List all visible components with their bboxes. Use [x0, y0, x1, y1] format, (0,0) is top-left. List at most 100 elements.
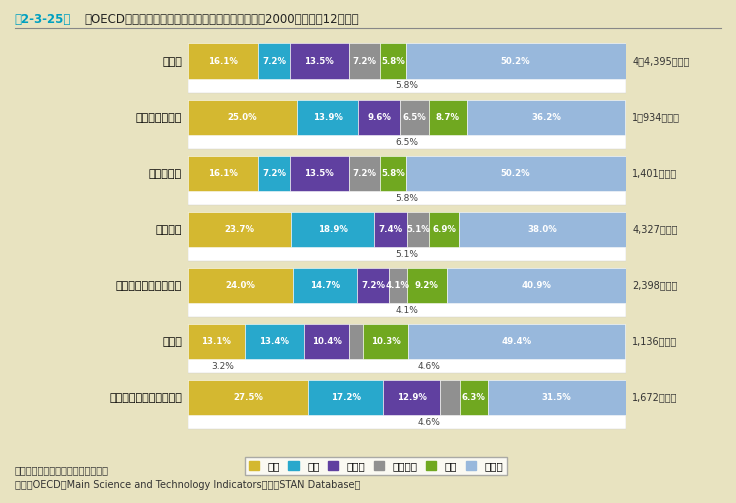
Text: 18.9%: 18.9%: [318, 225, 348, 234]
Bar: [188, 359, 626, 373]
Bar: [460, 380, 488, 415]
Text: 14.7%: 14.7%: [310, 281, 340, 290]
Bar: [188, 43, 258, 79]
Text: 4.1%: 4.1%: [395, 306, 418, 315]
Bar: [290, 155, 349, 191]
Text: 4.6%: 4.6%: [417, 362, 440, 371]
Bar: [428, 100, 467, 135]
Text: 3.2%: 3.2%: [211, 362, 234, 371]
Bar: [188, 135, 626, 149]
Text: 4.1%: 4.1%: [386, 281, 410, 290]
Bar: [488, 380, 626, 415]
Bar: [297, 100, 358, 135]
Text: OECD諸国におけるハイテク産業別輸出額占有率（2000年（平成12年））: OECD諸国におけるハイテク産業別輸出額占有率（2000年（平成12年））: [85, 13, 359, 26]
Bar: [188, 247, 626, 261]
Bar: [406, 43, 626, 79]
Text: 13.9%: 13.9%: [313, 113, 342, 122]
Text: 4,327億ドル: 4,327億ドル: [632, 224, 678, 234]
Bar: [364, 324, 408, 359]
Text: 6.5%: 6.5%: [403, 113, 426, 122]
Bar: [406, 155, 626, 191]
Text: 7.2%: 7.2%: [353, 57, 377, 66]
Text: 38.0%: 38.0%: [528, 225, 557, 234]
Text: 注）輸出額はドル換算されている。: 注）輸出額はドル換算されている。: [15, 465, 109, 475]
Bar: [408, 324, 625, 359]
Text: 7.2%: 7.2%: [361, 281, 385, 290]
Bar: [293, 268, 357, 303]
Text: 6.3%: 6.3%: [462, 393, 486, 402]
Text: 5.8%: 5.8%: [395, 194, 418, 203]
Bar: [188, 191, 626, 205]
Text: 8.7%: 8.7%: [436, 113, 459, 122]
Text: 9.6%: 9.6%: [367, 113, 391, 122]
Bar: [467, 100, 625, 135]
Bar: [358, 100, 400, 135]
Text: 5.8%: 5.8%: [381, 57, 405, 66]
Bar: [381, 43, 406, 79]
Text: 31.5%: 31.5%: [542, 393, 571, 402]
Text: 13.5%: 13.5%: [305, 169, 334, 178]
Text: 1,401億ドル: 1,401億ドル: [632, 169, 677, 178]
Bar: [188, 79, 626, 93]
Text: 16.1%: 16.1%: [208, 57, 238, 66]
Bar: [374, 212, 406, 247]
Text: 12.9%: 12.9%: [397, 393, 427, 402]
Bar: [447, 268, 626, 303]
Text: 9.2%: 9.2%: [415, 281, 439, 290]
Text: 13.1%: 13.1%: [202, 337, 231, 346]
Bar: [406, 212, 429, 247]
Text: 23.7%: 23.7%: [224, 225, 255, 234]
Text: 第2-3-25図: 第2-3-25図: [15, 13, 71, 26]
Legend: 米国, 日本, ドイツ, フランス, 英国, その他: 米国, 日本, ドイツ, フランス, 英国, その他: [245, 457, 507, 475]
Text: 10.4%: 10.4%: [311, 337, 342, 346]
Bar: [349, 43, 381, 79]
Bar: [381, 155, 406, 191]
Bar: [459, 212, 626, 247]
Bar: [188, 268, 293, 303]
Text: 49.4%: 49.4%: [501, 337, 531, 346]
Text: 2,398億ドル: 2,398億ドル: [632, 280, 678, 290]
Text: 36.2%: 36.2%: [531, 113, 561, 122]
Bar: [349, 155, 381, 191]
Bar: [308, 380, 383, 415]
Bar: [188, 155, 258, 191]
Text: 資料：OECD「Main Science and Technology Indicators」、「STAN Database」: 資料：OECD「Main Science and Technology Indi…: [15, 480, 360, 490]
Text: 50.2%: 50.2%: [501, 57, 531, 66]
Text: 1,136億ドル: 1,136億ドル: [632, 337, 677, 347]
Text: 27.5%: 27.5%: [233, 393, 263, 402]
Text: 4.6%: 4.6%: [417, 418, 440, 427]
Bar: [188, 324, 245, 359]
Text: 7.2%: 7.2%: [262, 57, 286, 66]
Bar: [188, 100, 297, 135]
Text: 6.5%: 6.5%: [395, 137, 418, 146]
Text: 7.2%: 7.2%: [353, 169, 377, 178]
Text: 25.0%: 25.0%: [227, 113, 258, 122]
Bar: [188, 380, 308, 415]
Text: 24.0%: 24.0%: [225, 281, 255, 290]
Text: 50.2%: 50.2%: [501, 169, 531, 178]
Bar: [188, 303, 626, 317]
Bar: [383, 380, 440, 415]
Bar: [258, 43, 290, 79]
Bar: [389, 268, 406, 303]
Text: 13.5%: 13.5%: [305, 57, 334, 66]
Bar: [440, 380, 460, 415]
Text: 10.3%: 10.3%: [371, 337, 400, 346]
Text: 7.2%: 7.2%: [262, 169, 286, 178]
Text: 4兆4,395億ドル: 4兆4,395億ドル: [632, 56, 690, 66]
Bar: [291, 212, 374, 247]
Text: 17.2%: 17.2%: [330, 393, 361, 402]
Text: 6.9%: 6.9%: [432, 225, 456, 234]
Bar: [304, 324, 350, 359]
Text: 7.4%: 7.4%: [378, 225, 403, 234]
Bar: [258, 155, 290, 191]
Bar: [406, 268, 447, 303]
Text: 1,672億ドル: 1,672億ドル: [632, 392, 678, 402]
Bar: [357, 268, 389, 303]
Bar: [400, 100, 428, 135]
Bar: [429, 212, 459, 247]
Text: 5.1%: 5.1%: [406, 225, 430, 234]
Bar: [350, 324, 364, 359]
Bar: [188, 415, 626, 430]
Text: 5.1%: 5.1%: [395, 249, 418, 259]
